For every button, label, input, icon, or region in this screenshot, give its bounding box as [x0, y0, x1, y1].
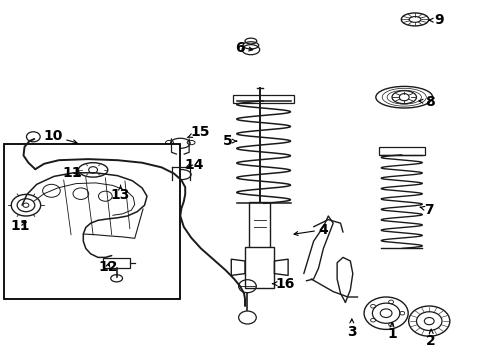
- Text: 7: 7: [420, 203, 434, 216]
- Text: 10: 10: [43, 129, 77, 144]
- Text: 3: 3: [347, 319, 357, 339]
- Text: 12: 12: [98, 260, 118, 274]
- Text: 1: 1: [387, 323, 397, 341]
- Bar: [245, 247, 274, 288]
- Text: 4: 4: [294, 223, 328, 237]
- Text: 5: 5: [222, 134, 237, 148]
- Bar: [249, 202, 270, 248]
- Text: 13: 13: [111, 185, 130, 202]
- Text: 11: 11: [11, 219, 30, 233]
- Bar: [103, 258, 130, 268]
- Text: 11: 11: [63, 166, 82, 180]
- Bar: [4, 144, 180, 299]
- Bar: [233, 95, 294, 103]
- Bar: [379, 147, 425, 155]
- Text: 16: 16: [272, 277, 295, 291]
- Text: 8: 8: [419, 95, 435, 108]
- Text: 9: 9: [429, 13, 444, 27]
- Text: 2: 2: [426, 329, 436, 348]
- Text: 14: 14: [184, 158, 204, 171]
- Text: 15: 15: [187, 126, 210, 139]
- Text: 6: 6: [235, 41, 253, 54]
